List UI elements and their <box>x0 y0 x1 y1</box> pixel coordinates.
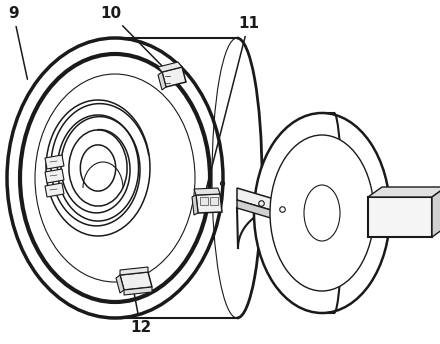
Polygon shape <box>200 197 208 205</box>
Polygon shape <box>194 188 220 195</box>
Polygon shape <box>158 72 166 90</box>
Polygon shape <box>237 188 318 224</box>
Polygon shape <box>432 187 440 237</box>
Polygon shape <box>124 287 152 295</box>
Polygon shape <box>368 187 440 197</box>
Polygon shape <box>192 195 198 215</box>
Polygon shape <box>196 194 222 213</box>
Ellipse shape <box>270 135 374 291</box>
Polygon shape <box>116 275 124 293</box>
Text: 12: 12 <box>130 285 151 335</box>
Text: 9: 9 <box>8 6 27 79</box>
Polygon shape <box>342 223 368 238</box>
Text: 10: 10 <box>100 6 164 68</box>
Polygon shape <box>45 155 64 169</box>
Polygon shape <box>162 67 186 87</box>
Ellipse shape <box>35 74 195 282</box>
Polygon shape <box>158 62 182 72</box>
Polygon shape <box>120 267 148 275</box>
Polygon shape <box>45 169 64 183</box>
Polygon shape <box>120 272 152 290</box>
Text: 11: 11 <box>205 16 259 191</box>
Polygon shape <box>45 183 64 197</box>
Polygon shape <box>237 200 318 232</box>
Ellipse shape <box>254 113 390 313</box>
Polygon shape <box>368 197 432 237</box>
Ellipse shape <box>7 38 223 318</box>
Polygon shape <box>210 197 218 205</box>
Ellipse shape <box>304 185 340 241</box>
